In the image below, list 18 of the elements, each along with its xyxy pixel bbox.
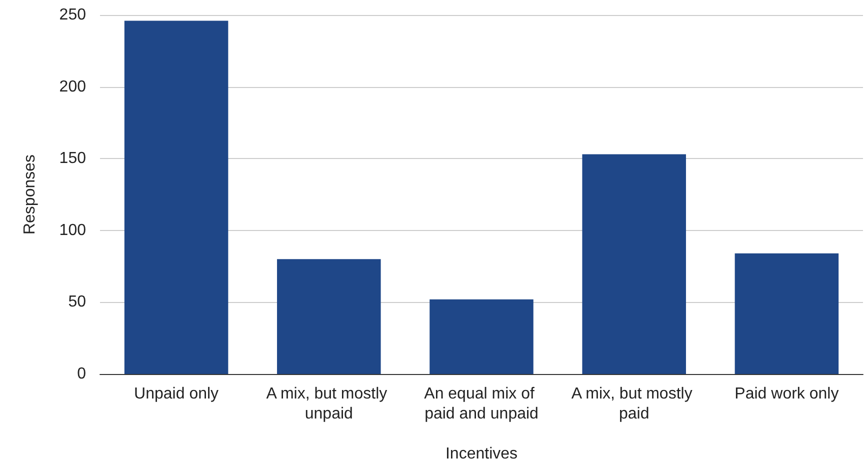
bar bbox=[277, 259, 381, 374]
y-tick-label: 0 bbox=[77, 366, 86, 382]
y-tick-label: 250 bbox=[59, 6, 86, 24]
y-tick-label: 100 bbox=[59, 222, 86, 239]
bar bbox=[430, 299, 534, 374]
x-tick-label: A mix, but mostly paid bbox=[571, 386, 697, 422]
x-tick-label: Paid work only bbox=[734, 386, 839, 402]
x-tick-label: A mix, but mostly unpaid bbox=[266, 386, 392, 422]
x-tick-label: Unpaid only bbox=[134, 386, 219, 402]
y-axis-title: Responses bbox=[22, 154, 38, 235]
y-tick-label: 150 bbox=[59, 150, 86, 168]
bar bbox=[734, 253, 839, 374]
x-axis-title: Incentives bbox=[445, 446, 518, 462]
y-tick-label: 200 bbox=[59, 78, 86, 96]
y-tick-label: 50 bbox=[68, 294, 86, 311]
bar bbox=[124, 20, 228, 374]
x-tick-label: An equal mix of paid and unpaid bbox=[424, 386, 539, 422]
bar bbox=[582, 154, 686, 374]
